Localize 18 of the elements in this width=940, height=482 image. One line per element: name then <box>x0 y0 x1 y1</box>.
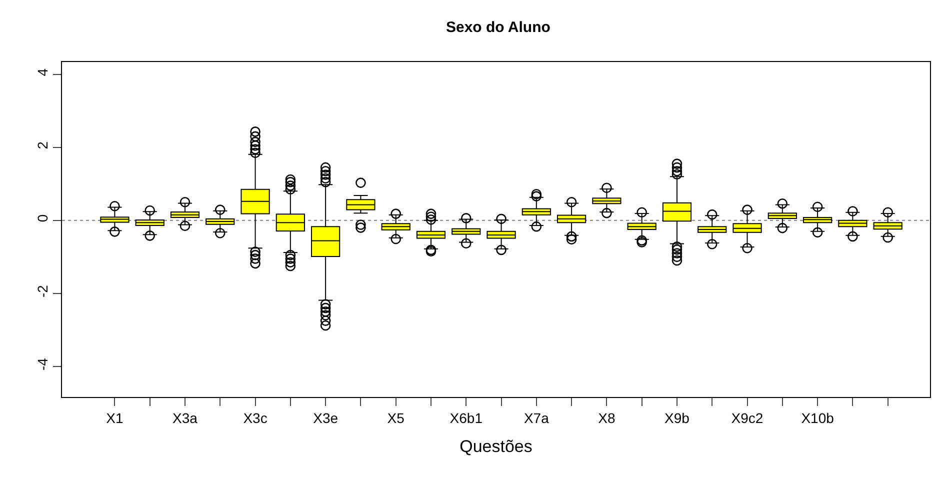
x-tick-label: X10b <box>801 410 834 426</box>
x-tick-label: X1 <box>106 410 124 426</box>
y-tick-label: -2 <box>34 284 50 298</box>
chart-title: Sexo do Aluno <box>446 19 550 36</box>
x-tick-label: X3c <box>243 410 268 426</box>
x-axis-title: Questões <box>460 437 532 456</box>
x-tick-label: X8 <box>598 410 616 426</box>
x-tick-label: X9b <box>664 410 690 426</box>
x-tick-label: X5 <box>387 410 405 426</box>
y-tick-label: 2 <box>34 141 50 150</box>
x-tick-label: X7a <box>524 410 550 426</box>
x-tick-label: X3a <box>172 410 198 426</box>
x-tick-label: X9c2 <box>731 410 764 426</box>
x-tick-label: X6b1 <box>450 410 483 426</box>
y-tick-label: 4 <box>34 68 50 76</box>
y-tick-label: 0 <box>34 214 50 222</box>
y-tick-label: -4 <box>34 358 50 370</box>
x-tick-label: X3e <box>313 410 338 426</box>
